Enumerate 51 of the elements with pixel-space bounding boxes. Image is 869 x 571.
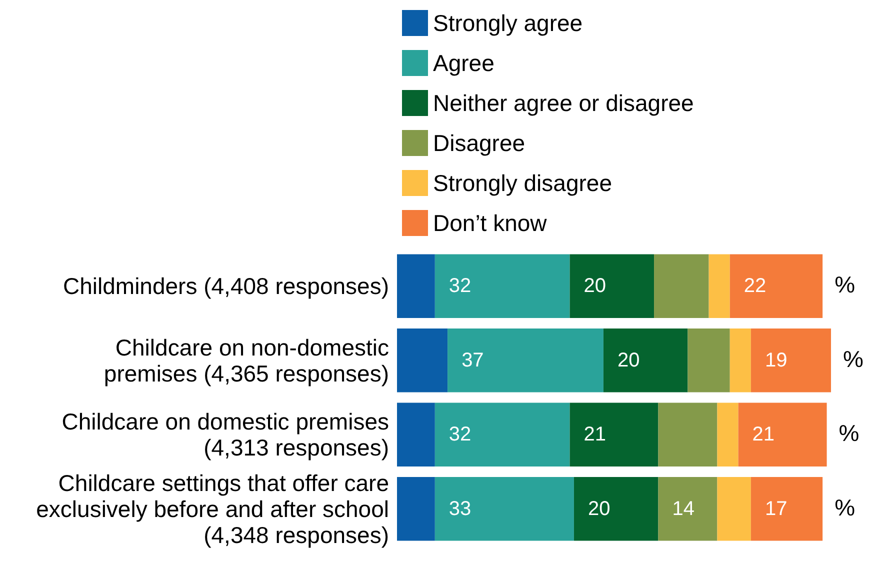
- data-label: 17: [764, 498, 788, 520]
- legend-label: Strongly disagree: [433, 170, 612, 196]
- data-label: 19: [764, 349, 788, 372]
- bar: [717, 476, 751, 541]
- data-label: 32: [448, 275, 472, 298]
- legend-label: Strongly agree: [433, 10, 583, 36]
- legend-label: Neither agree or disagree: [433, 90, 694, 116]
- bar: [574, 476, 658, 541]
- data-label: 20: [584, 275, 606, 298]
- bar: [434, 402, 570, 467]
- y-tick-label: Childcare on non-domestic premises (4,365 responses): [104, 334, 389, 386]
- y-tick-label: Childcare on domestic premises (4,313 responses): [62, 408, 389, 461]
- bar: [750, 328, 831, 392]
- bar: [708, 254, 730, 318]
- bar: [434, 254, 570, 318]
- text: %: [838, 420, 860, 446]
- data-label: 20: [588, 498, 610, 520]
- legend-label: Disagree: [433, 130, 526, 156]
- text: %: [834, 272, 856, 298]
- legend-label: Agree: [433, 50, 494, 76]
- bar: [434, 476, 574, 541]
- bar: [688, 328, 730, 392]
- bar: [448, 328, 604, 392]
- bar: [397, 254, 435, 318]
- data-label: 14: [672, 498, 694, 520]
- bar: [730, 254, 823, 318]
- bar: [397, 402, 435, 467]
- bar: [603, 328, 688, 392]
- data-label: 37: [462, 349, 484, 372]
- y-tick-label: Childminders (4,408 responses): [63, 273, 389, 300]
- bar: [570, 402, 658, 467]
- bar: [570, 254, 654, 318]
- bar: [717, 402, 738, 467]
- bar: [658, 476, 718, 541]
- data-label: 21: [584, 424, 606, 446]
- bar: [654, 254, 709, 318]
- bar: [738, 402, 827, 467]
- legend-label: Don’t know: [433, 210, 548, 236]
- bar: [397, 328, 448, 392]
- data-label: 20: [617, 349, 640, 372]
- bar: [658, 402, 718, 467]
- data-label: 32: [448, 424, 472, 446]
- bar: [397, 476, 435, 541]
- text: %: [843, 346, 864, 372]
- data-label: 21: [752, 424, 775, 446]
- y-tick-label: Childcare settings that offer care exclusively before and after school (4,348 responses): [36, 470, 389, 548]
- bar: [730, 328, 751, 392]
- data-label: 22: [744, 275, 766, 298]
- data-label: 33: [448, 498, 472, 520]
- text: %: [834, 494, 856, 520]
- bar: [750, 476, 823, 541]
